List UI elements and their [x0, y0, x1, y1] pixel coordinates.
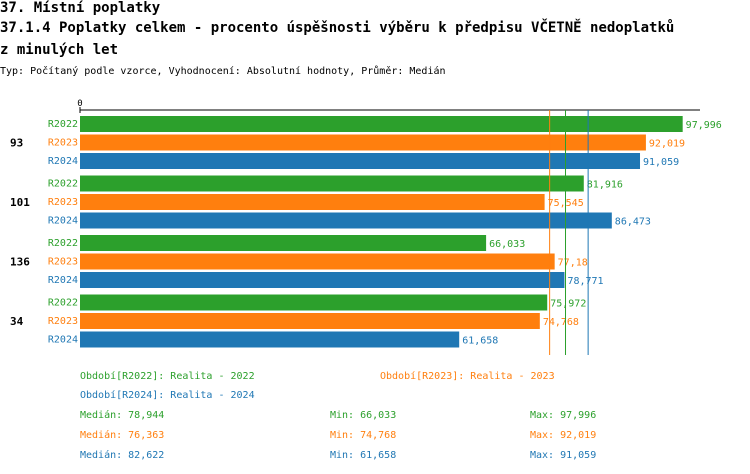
- group-label: 34: [10, 315, 24, 328]
- bar: [80, 235, 487, 251]
- legend-item-r2024: Období[R2024]: Realita - 2024: [80, 390, 255, 401]
- data-label: 91,059: [643, 157, 679, 168]
- series-label: R2023: [48, 316, 78, 327]
- data-label: 86,473: [615, 217, 651, 228]
- data-label: 92,019: [649, 139, 685, 150]
- data-label: 61,658: [462, 336, 498, 347]
- series-label: R2023: [48, 257, 78, 268]
- bar: [80, 294, 548, 311]
- bar: [80, 153, 641, 169]
- bar: [80, 331, 460, 348]
- page-title: 37. Místní poplatky: [0, 0, 161, 16]
- data-label: 74,768: [543, 317, 579, 328]
- stat-min-r2023: Min: 74,768: [330, 430, 397, 441]
- chart-title-continued: z minulých let: [0, 42, 119, 58]
- series-label: R2023: [48, 197, 78, 208]
- chart-subtitle: Typ: Počítaný podle vzorce, Vyhodnocení:…: [0, 66, 446, 77]
- group-label: 93: [10, 137, 23, 150]
- legend-item-r2023: Období[R2023]: Realita - 2023: [380, 371, 555, 382]
- bar: [80, 272, 565, 288]
- data-label: 75,972: [550, 299, 586, 310]
- data-label: 77,18: [558, 258, 588, 269]
- series-label: R2022: [48, 179, 78, 190]
- data-label: 78,771: [567, 276, 603, 287]
- bar: [80, 313, 540, 329]
- data-label: 66,033: [489, 239, 525, 250]
- series-label: R2022: [48, 298, 78, 309]
- data-label: 97,996: [686, 120, 722, 131]
- series-label: R2024: [48, 335, 78, 346]
- stat-max-r2024: Max: 91,059: [530, 450, 597, 461]
- bar: [80, 116, 683, 132]
- bar: [80, 253, 555, 270]
- stat-median-r2023: Medián: 76,363: [80, 430, 165, 441]
- series-label: R2022: [48, 119, 78, 130]
- series-label: R2024: [48, 275, 78, 286]
- group-label: 101: [10, 196, 30, 209]
- stat-max-r2023: Max: 92,019: [530, 430, 597, 441]
- data-label: 81,916: [587, 180, 623, 191]
- stat-min-r2022: Min: 66,033: [330, 410, 397, 421]
- stat-max-r2022: Max: 97,996: [530, 410, 597, 421]
- series-label: R2024: [48, 156, 78, 167]
- stat-min-r2024: Min: 61,658: [330, 450, 397, 461]
- group-label: 136: [10, 256, 30, 269]
- stat-median-r2022: Medián: 78,944: [80, 410, 165, 421]
- series-label: R2022: [48, 238, 78, 249]
- x-axis-tick-label: 0: [77, 99, 82, 109]
- series-label: R2023: [48, 138, 78, 149]
- chart-title: 37.1.4 Poplatky celkem - procento úspěšn…: [0, 20, 675, 36]
- legend-item-r2022: Období[R2022]: Realita - 2022: [80, 371, 255, 382]
- bar: [80, 194, 545, 210]
- bar: [80, 175, 584, 192]
- stat-median-r2024: Medián: 82,622: [80, 450, 165, 461]
- bar: [80, 212, 612, 229]
- series-label: R2024: [48, 216, 78, 227]
- bar: [80, 134, 646, 151]
